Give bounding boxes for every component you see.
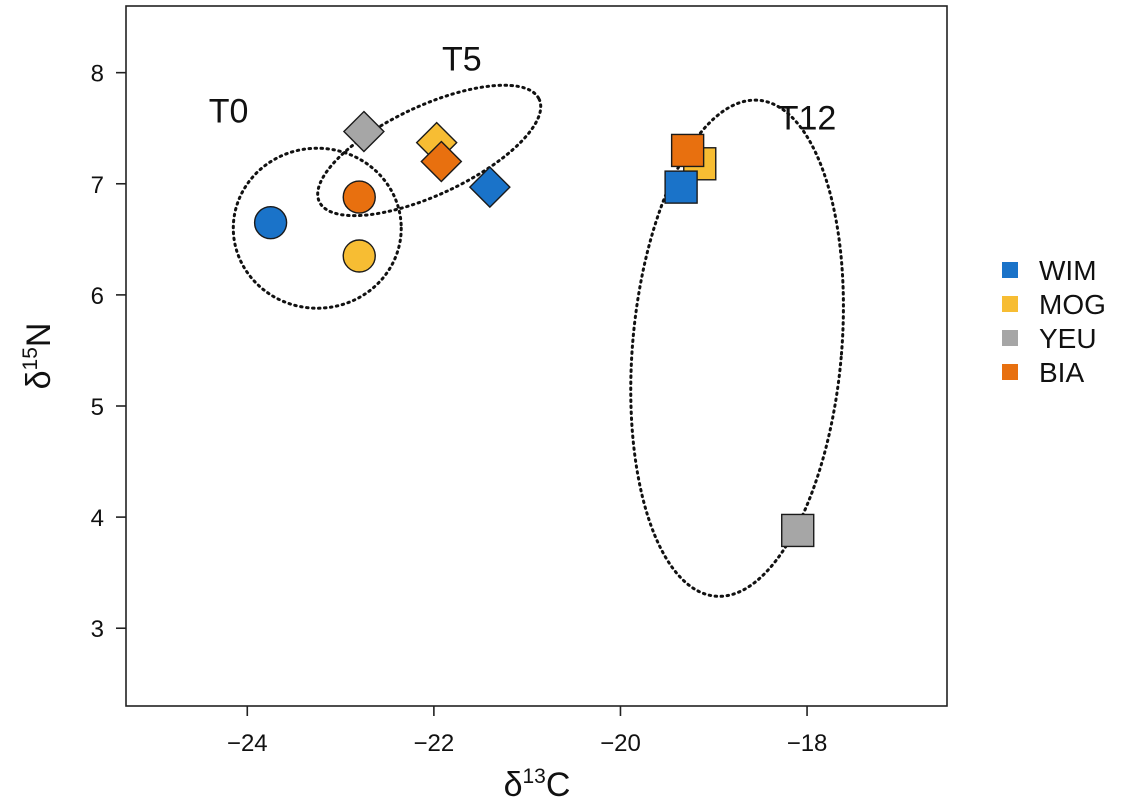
point-t5-wim [468, 166, 511, 209]
y-tick-label: 3 [91, 616, 104, 643]
y-tick-label: 5 [91, 394, 104, 421]
group-ellipse-t12 [629, 98, 845, 598]
plot-area-frame [125, 5, 948, 707]
legend-label-yeu: YEU [1039, 323, 1097, 354]
y-axis-title: δ15N [19, 323, 58, 390]
y-tick-label: 7 [91, 172, 104, 199]
group-label-t5: T5 [442, 40, 482, 78]
point-t12-wim [664, 170, 698, 204]
x-tick-label: −18 [787, 730, 828, 757]
point-t0-mog [342, 239, 376, 273]
group-ellipse-t5 [316, 83, 543, 218]
group-label-t0: T0 [209, 93, 249, 131]
x-axis-title-element: C [546, 766, 571, 804]
x-axis-title: δ13C [504, 765, 571, 804]
group-label-t12: T12 [778, 99, 837, 137]
point-t5-yeu [342, 110, 385, 153]
x-tick-label: −20 [600, 730, 641, 757]
x-tick-label: −22 [414, 730, 455, 757]
point-t5-bia [420, 140, 463, 183]
point-t12-yeu [781, 513, 815, 548]
point-t0-wim [253, 205, 288, 240]
legend-label-bia: BIA [1039, 357, 1084, 388]
y-tick-label: 6 [91, 283, 104, 310]
point-t12-bia [670, 133, 705, 168]
y-axis: 3 4 5 6 7 8 [91, 61, 126, 643]
y-axis-title-element: N [20, 323, 58, 348]
legend-swatch-yeu [1002, 330, 1018, 346]
y-axis-title-superscript: 15 [19, 347, 42, 370]
legend-swatch-wim [1002, 262, 1018, 278]
legend-swatch-bia [1002, 364, 1018, 380]
legend-label-mog: MOG [1039, 289, 1106, 320]
x-axis-title-superscript: 13 [523, 765, 546, 788]
legend-label-wim: WIM [1039, 255, 1097, 286]
group-ellipses [231, 83, 845, 598]
y-tick-label: 4 [91, 505, 104, 532]
x-axis: −24 −22 −20 −18 [227, 706, 827, 757]
point-t0-bia [342, 180, 376, 214]
y-tick-label: 8 [91, 61, 104, 88]
legend-swatch-mog [1002, 296, 1018, 312]
y-axis-title-symbol: δ [20, 370, 58, 389]
x-tick-label: −24 [227, 730, 268, 757]
group-labels: T0 T5 T12 [209, 40, 837, 137]
x-axis-title-symbol: δ [504, 766, 523, 804]
data-points [253, 110, 815, 548]
group-ellipse-t0 [231, 146, 403, 310]
